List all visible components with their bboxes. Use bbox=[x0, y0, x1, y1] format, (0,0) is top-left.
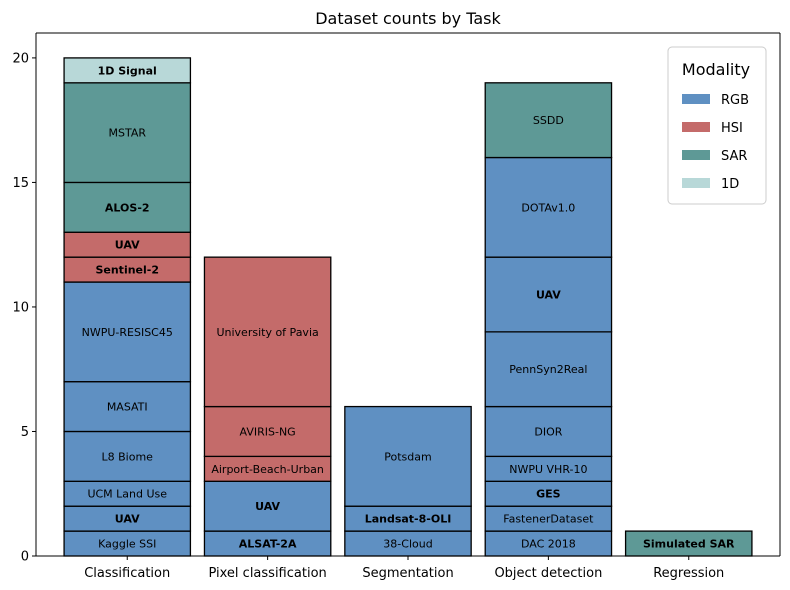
legend-entries: RGB HSI SAR 1D bbox=[682, 93, 749, 192]
bar-segment-ssdd bbox=[484, 82, 613, 159]
bar-segment-pennsyn2real bbox=[484, 331, 613, 408]
x-tick-label: Classification bbox=[84, 566, 170, 581]
bar-segment-label: 1D Signal bbox=[98, 64, 157, 77]
x-tick-label: Object detection bbox=[494, 566, 602, 581]
bar-segment-label: University of Pavia bbox=[216, 326, 318, 339]
y-tick-label: 0 bbox=[21, 550, 29, 565]
bar-segment-kaggle-ssi bbox=[63, 530, 192, 557]
bar-segment-dotav1-0 bbox=[484, 156, 613, 258]
legend-swatch-1d bbox=[682, 178, 710, 188]
bar-segment-label: NWPU-RESISC45 bbox=[82, 326, 173, 339]
chart-title: Dataset counts by Task bbox=[315, 9, 501, 28]
bar-segment-label: AVIRIS-NG bbox=[240, 425, 296, 438]
bar-segment-label: DOTAv1.0 bbox=[521, 201, 575, 214]
legend-label-hsi: HSI bbox=[721, 121, 743, 136]
bar-segment-label: Sentinel-2 bbox=[95, 264, 159, 277]
bar-segment-label: UAV bbox=[536, 289, 561, 302]
x-tick-label: Pixel classification bbox=[208, 566, 326, 581]
legend-label-sar: SAR bbox=[721, 149, 747, 164]
bar-segment-nwpu-vhr-10 bbox=[484, 455, 613, 482]
bar-segment-alsat-2a bbox=[203, 530, 332, 557]
axes-group: 0 5 10 15 20 Classification Pixel classificati… bbox=[12, 32, 781, 581]
bar-segment-1d-signal bbox=[63, 57, 192, 84]
legend-swatch-hsi bbox=[682, 122, 710, 132]
bar-segment-sentinel-2 bbox=[63, 256, 192, 283]
bar-segment-university-of-pavia bbox=[203, 256, 332, 408]
bar-segment-label: GES bbox=[536, 488, 561, 501]
bar-segment-label: UAV bbox=[255, 500, 280, 513]
bar-segment-landsat-8-oli bbox=[344, 505, 472, 532]
bar-segment-label: MASATI bbox=[107, 401, 148, 414]
bar-segment-label: ALSAT-2A bbox=[239, 538, 297, 551]
bar-segment-label: FastenerDataset bbox=[503, 513, 594, 526]
bar-segment-label: NWPU VHR-10 bbox=[509, 463, 587, 476]
bar-segment-uav bbox=[203, 480, 332, 532]
y-tick-label: 15 bbox=[12, 176, 29, 191]
bar-segment-label: MSTAR bbox=[108, 127, 146, 140]
x-tick-label: Segmentation bbox=[362, 566, 453, 581]
bar-segment-label: DIOR bbox=[534, 425, 562, 438]
bar-segment-label: ALOS-2 bbox=[105, 201, 150, 214]
bar-segment-alos-2 bbox=[63, 181, 192, 233]
bar-segment-label: UAV bbox=[115, 513, 140, 526]
bar-segment-nwpu-resisc45 bbox=[63, 281, 192, 383]
bar-segment-label: PennSyn2Real bbox=[509, 363, 587, 376]
bar-segment-label: Simulated SAR bbox=[643, 538, 735, 551]
x-tick-label: Regression bbox=[653, 566, 724, 581]
bar-segment-dior bbox=[484, 405, 613, 458]
bar-segment-potsdam bbox=[344, 405, 472, 507]
legend-swatch-sar bbox=[682, 150, 710, 160]
bar-segment-38-cloud bbox=[344, 530, 472, 557]
bar-segment-label: Kaggle SSI bbox=[98, 538, 156, 551]
y-tick-label: 10 bbox=[12, 300, 29, 315]
legend-title: Modality bbox=[682, 60, 750, 79]
bar-segment-label: SSDD bbox=[533, 114, 564, 127]
legend-label-1d: 1D bbox=[721, 177, 739, 192]
bar-segment-label: UCM Land Use bbox=[87, 488, 167, 501]
legend-swatch-rgb bbox=[682, 94, 710, 104]
bar-segment-label: Potsdam bbox=[384, 450, 431, 463]
bar-segment-uav bbox=[484, 256, 613, 333]
bar-segment-label: Landsat-8-OLI bbox=[365, 513, 452, 526]
bar-segment-simulated-sar bbox=[624, 530, 753, 557]
bar-segment-label: UAV bbox=[115, 239, 140, 252]
legend-label-rgb: RGB bbox=[721, 93, 749, 108]
bar-segment-uav bbox=[63, 505, 192, 532]
bar-segment-label: L8 Biome bbox=[102, 450, 154, 463]
bar-segment-dac-2018 bbox=[484, 530, 613, 557]
bar-segment-label: 38-Cloud bbox=[383, 538, 432, 551]
bar-segment-label: Airport-Beach-Urban bbox=[211, 463, 324, 476]
bars-group: Kaggle SSI UAV UCM Land Use L8 Biome MASATI N… bbox=[63, 57, 753, 557]
bar-segment-aviris-ng bbox=[203, 405, 332, 458]
legend-frame bbox=[667, 46, 767, 205]
legend: Modality RGB HSI SAR 1D bbox=[667, 46, 767, 205]
bar-segment-mstar bbox=[63, 82, 192, 184]
bar-segment-label: DAC 2018 bbox=[521, 538, 576, 551]
bar-segment-l8-biome bbox=[63, 430, 192, 482]
y-tick-label: 20 bbox=[12, 51, 29, 66]
y-tick-label: 5 bbox=[21, 425, 29, 440]
bar-segment-uav bbox=[63, 231, 192, 258]
bar-segment-masati bbox=[63, 381, 192, 433]
